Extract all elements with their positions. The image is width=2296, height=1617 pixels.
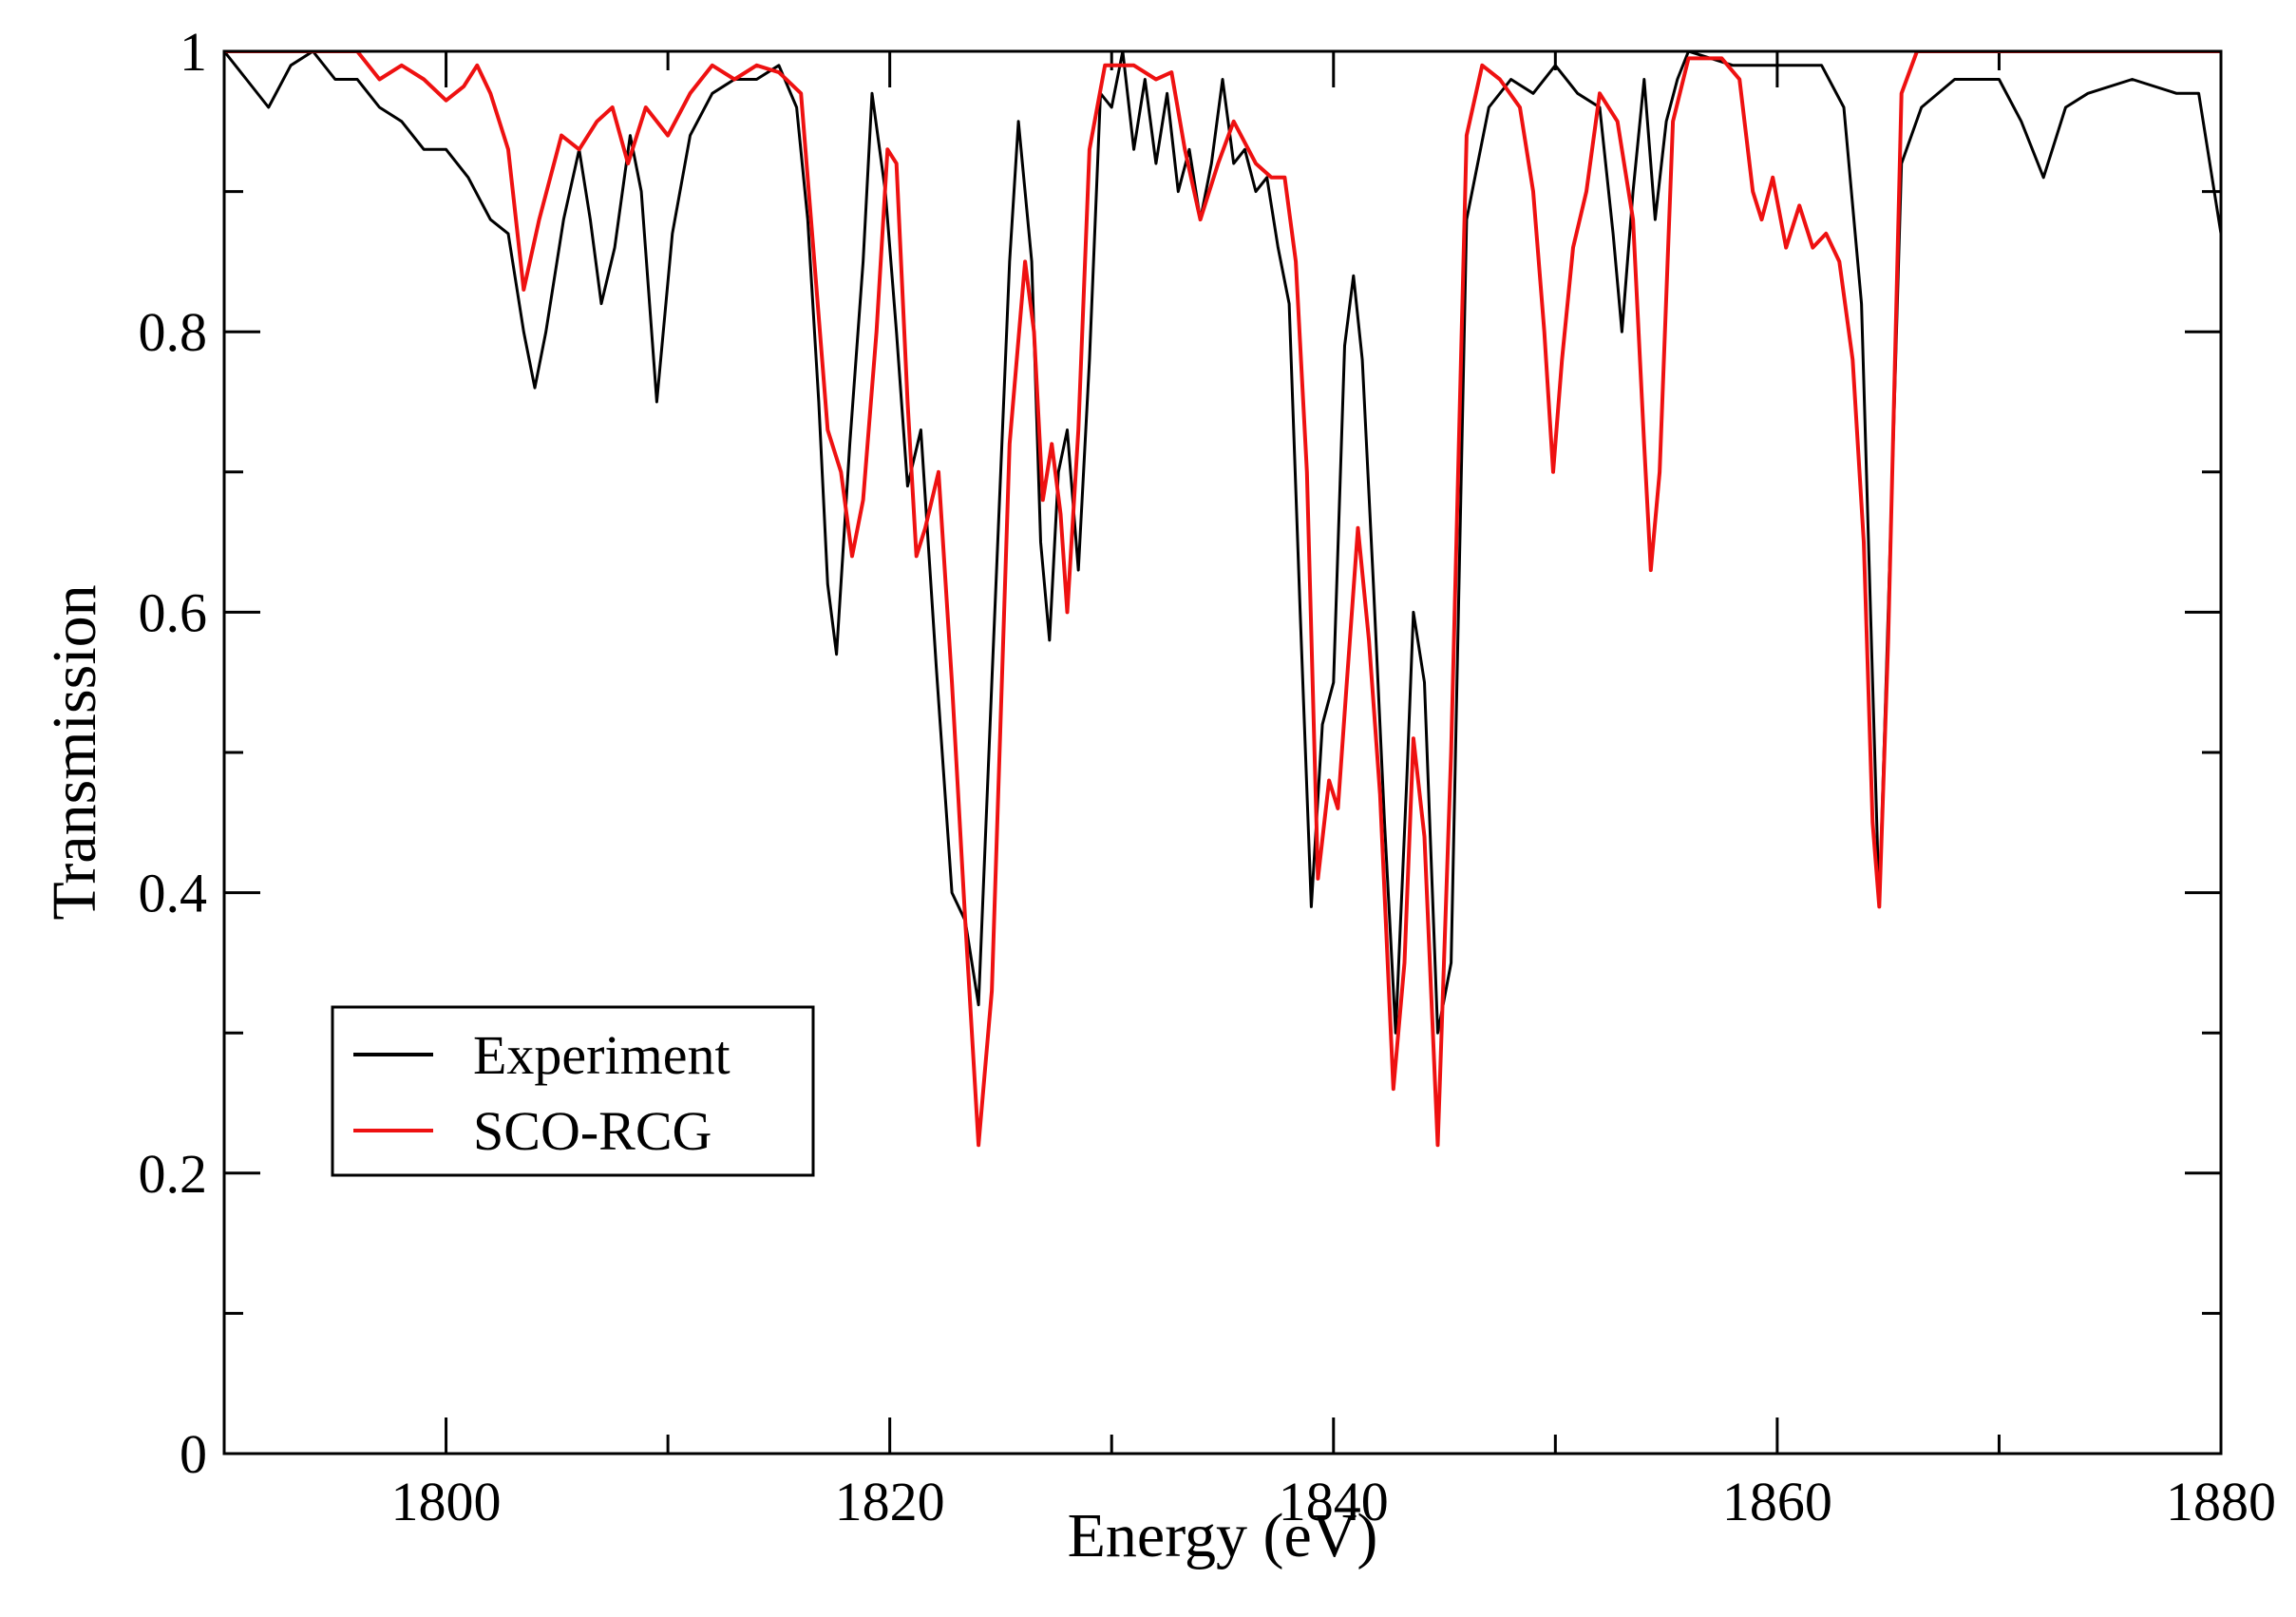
legend-box	[331, 1005, 815, 1177]
legend: Experiment SCO-RCG	[331, 1005, 815, 1177]
y-tick-label-0.6: 0.6	[139, 581, 208, 643]
data-series	[224, 51, 2221, 1148]
plot-frame	[222, 49, 2223, 1455]
legend-label-experiment: Experiment	[473, 1024, 731, 1086]
x-tick-label-1820: 1820	[835, 1471, 945, 1532]
x-tick-label-1800: 1800	[391, 1471, 502, 1532]
y-axis-title: Transmission	[40, 584, 109, 920]
axes: 1800 1820 1840 1860 1880 0 0.2 0.4 0.6 0.8 1	[139, 21, 2277, 1532]
x-tick-label-1840: 1840	[1279, 1471, 1389, 1532]
y-tick-label-0.4: 0.4	[139, 863, 208, 924]
legend-label-sco-rcg: SCO-RCG	[473, 1100, 712, 1162]
y-tick-label-0.2: 0.2	[139, 1143, 208, 1205]
x-axis-title: Energy (eV)	[1068, 1501, 1378, 1570]
y-tick-label-0.8: 0.8	[139, 301, 208, 363]
x-tick-label-1860: 1860	[1722, 1471, 1832, 1532]
y-tick-label-1: 1	[180, 21, 207, 83]
series-line-sco-rcg	[224, 51, 2221, 1148]
series-line-experiment	[224, 51, 2221, 1035]
y-tick-label-0: 0	[180, 1423, 207, 1485]
x-tick-label-1880: 1880	[2166, 1471, 2276, 1532]
